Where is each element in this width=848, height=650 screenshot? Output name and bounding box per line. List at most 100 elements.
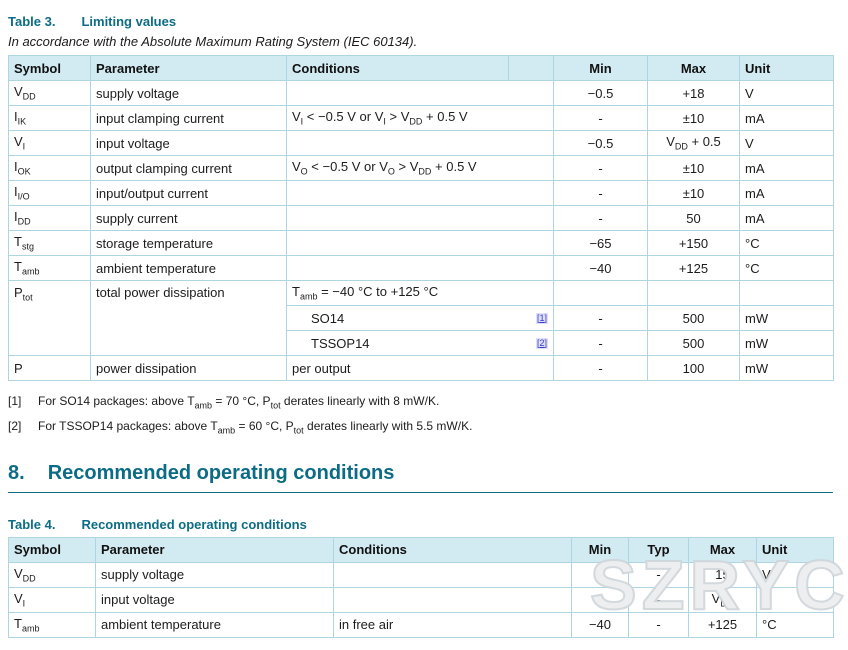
recommended-conditions-table: Symbol Parameter Conditions Min Typ Max …: [8, 536, 834, 638]
min-cell: -: [553, 305, 648, 331]
unit-cell: V: [739, 130, 834, 156]
min-cell: -: [553, 355, 648, 381]
parameter-cell: ambient temperature: [90, 255, 287, 281]
symbol-cell: IIK: [8, 105, 91, 131]
column-header-min: Min: [553, 55, 648, 81]
table-row: VDD supply voltage −0.5 +18 V: [8, 80, 834, 106]
max-cell: 50: [647, 205, 740, 231]
max-cell: +150: [647, 230, 740, 256]
conditions-cell: [286, 205, 554, 231]
max-cell: [647, 280, 740, 306]
section-number: 8.: [8, 461, 25, 484]
column-header-max: Max: [688, 536, 757, 563]
unit-cell: mW: [739, 330, 834, 356]
section-title: Recommended operating conditions: [47, 461, 395, 484]
footnote-text: For SO14 packages: above Tamb = 70 °C, P…: [38, 394, 440, 411]
conditions-cell: TSSOP14 [2]: [286, 330, 554, 356]
unit-cell: mA: [739, 155, 834, 181]
unit-cell: mW: [739, 305, 834, 331]
max-cell: ±10: [647, 155, 740, 181]
table4-caption: Table 4. Recommended operating condition…: [8, 517, 833, 532]
table-header-row: Symbol Parameter Conditions Min Max Unit: [8, 55, 834, 81]
min-cell: −40: [553, 255, 648, 281]
min-cell: -: [553, 155, 648, 181]
max-cell: VDD + 0.5: [647, 130, 740, 156]
conditions-cell: VO < −0.5 V or VO > VDD + 0.5 V: [286, 155, 554, 181]
unit-cell: V: [756, 561, 834, 588]
table-row: IIK input clamping current VI < −0.5 V o…: [8, 105, 834, 131]
table-row: IDD supply current - 50 mA: [8, 205, 834, 231]
parameter-cell: supply current: [90, 205, 287, 231]
max-cell: 500: [647, 330, 740, 356]
parameter-cell: supply voltage: [95, 561, 334, 588]
symbol-cell: VDD: [8, 561, 96, 588]
table4-caption-label: Table 4.: [8, 516, 56, 532]
table-row: VI input voltage −0.5 VDD + 0.5 V: [8, 130, 834, 156]
table-row: TSSOP14 [2] - 500 mW: [9, 330, 834, 356]
table-row: P power dissipation per output - 100 mW: [8, 355, 834, 381]
column-header-unit: Unit: [756, 536, 834, 563]
min-cell: −0.5: [553, 80, 648, 106]
symbol-cell: VDD: [8, 80, 91, 106]
table-row: Ptot total power dissipation Tamb = −40 …: [8, 280, 834, 356]
conditions-cell: per output: [286, 355, 554, 381]
unit-cell: V: [756, 586, 834, 613]
column-header-typ: Typ: [628, 536, 689, 563]
footnote: [1] For SO14 packages: above Tamb = 70 °…: [8, 393, 833, 410]
symbol-cell: Tstg: [8, 230, 91, 256]
conditions-cell: [286, 255, 554, 281]
unit-cell: °C: [739, 255, 834, 281]
condition-package: SO14: [311, 310, 345, 326]
min-cell: −40: [571, 611, 629, 638]
unit-cell: V: [739, 80, 834, 106]
column-header-max: Max: [647, 55, 740, 81]
parameter-cell: input voltage: [95, 586, 334, 613]
typ-cell: -: [628, 561, 689, 588]
column-header-conditions: Conditions: [286, 55, 509, 81]
footnote-text: For TSSOP14 packages: above Tamb = 60 °C…: [38, 419, 473, 436]
table-row: IOK output clamping current VO < −0.5 V …: [8, 155, 834, 181]
footnote-list: [1] For SO14 packages: above Tamb = 70 °…: [8, 393, 833, 436]
max-cell: ±10: [647, 180, 740, 206]
section-heading: 8. Recommended operating conditions: [8, 461, 833, 493]
typ-cell: -: [628, 586, 689, 613]
max-cell: 15: [688, 561, 757, 588]
conditions-cell: [286, 80, 554, 106]
table-row: VDD supply voltage 3 - 15 V: [8, 561, 834, 588]
conditions-cell: Tamb = −40 °C to +125 °C: [286, 280, 554, 306]
max-cell: 100: [647, 355, 740, 381]
parameter-cell: input clamping current: [90, 105, 287, 131]
table3-caption: Table 3. Limiting values: [8, 14, 833, 29]
column-header-min: Min: [571, 536, 629, 563]
max-cell: +18: [647, 80, 740, 106]
min-cell: 0: [571, 586, 629, 613]
footnote: [2] For TSSOP14 packages: above Tamb = 6…: [8, 418, 833, 435]
conditions-cell: [333, 586, 572, 613]
parameter-cell: input/output current: [90, 180, 287, 206]
unit-cell: mA: [739, 180, 834, 206]
table-row: VI input voltage 0 - VDD V: [8, 586, 834, 613]
unit-cell: [739, 280, 834, 306]
unit-cell: mA: [739, 205, 834, 231]
parameter-cell: storage temperature: [90, 230, 287, 256]
conditions-cell: [286, 230, 554, 256]
unit-cell: mW: [739, 355, 834, 381]
min-cell: -: [553, 205, 648, 231]
max-cell: ±10: [647, 105, 740, 131]
parameter-cell: output clamping current: [90, 155, 287, 181]
max-cell: +125: [688, 611, 757, 638]
footnote-ref-link[interactable]: [2]: [535, 337, 548, 349]
limiting-values-table: Symbol Parameter Conditions Min Max Unit…: [8, 55, 834, 381]
symbol-cell: VI: [8, 586, 96, 613]
column-header-conditions: Conditions: [333, 536, 572, 563]
footnote-ref-link[interactable]: [1]: [535, 312, 548, 324]
column-header-symbol: Symbol: [8, 536, 96, 563]
conditions-cell: [286, 130, 554, 156]
column-header-symbol: Symbol: [8, 55, 91, 81]
table3-caption-label: Table 3.: [8, 14, 56, 29]
unit-cell: mA: [739, 105, 834, 131]
parameter-cell: power dissipation: [90, 355, 287, 381]
symbol-cell: II/O: [8, 180, 91, 206]
table-row: SO14 [1] - 500 mW: [9, 305, 834, 331]
